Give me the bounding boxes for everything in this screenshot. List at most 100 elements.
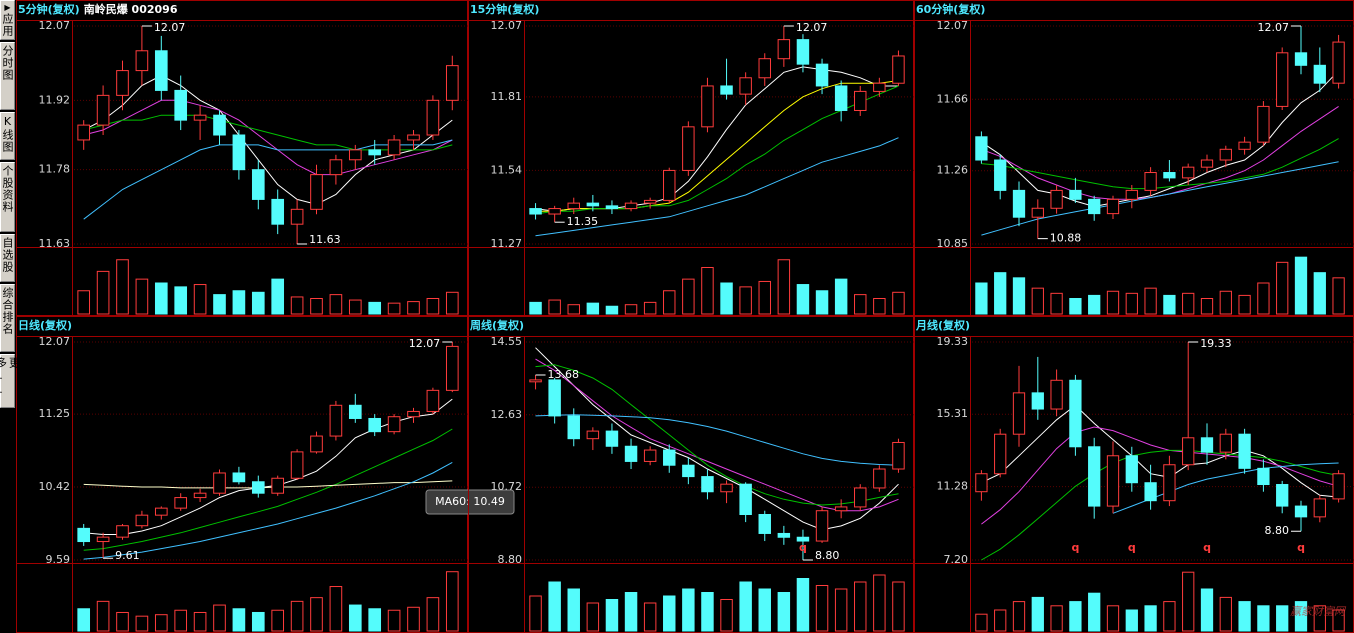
candle-body [77, 124, 91, 141]
candle-body [739, 77, 752, 95]
side-tab[interactable]: 个股资料 [0, 162, 15, 232]
volume-bar [1106, 605, 1120, 632]
volume-bar [1182, 571, 1195, 632]
side-tab[interactable]: 更多.. [0, 354, 21, 408]
volume-bar [739, 581, 752, 632]
ma-line [535, 364, 899, 506]
y-tick-label: 11.26 [937, 164, 969, 177]
panel-title: 60分钟(复权) [916, 2, 985, 16]
volume-bar [193, 611, 207, 632]
annotation-label: 11.35 [567, 215, 599, 228]
volume-bar [116, 259, 129, 315]
y-tick-label: 10.85 [937, 237, 969, 250]
candle-body [643, 449, 657, 462]
panel-title-text: 周线(复权) [470, 318, 524, 332]
candle-body [213, 114, 226, 136]
candle-body [1294, 52, 1308, 66]
volume-bar [445, 571, 459, 632]
ma-line [981, 426, 1339, 525]
volume-bar [1050, 605, 1063, 632]
volume-bar [796, 284, 810, 315]
volume-bar [1163, 601, 1176, 632]
candle-body [116, 525, 129, 538]
volume-bar [777, 259, 791, 315]
volume-bar [758, 280, 771, 315]
volume-bar [1069, 601, 1082, 632]
candle-body [1069, 379, 1082, 448]
candle-body [1050, 379, 1063, 410]
candle-body [329, 404, 343, 437]
volume-bar [251, 611, 265, 632]
candle-body [1163, 172, 1176, 179]
side-tab[interactable]: 综合排名 [0, 284, 15, 352]
candle-body [1313, 64, 1326, 84]
volume-bar [368, 608, 382, 632]
candle-body [624, 445, 638, 462]
volume-bar [154, 282, 168, 315]
candle-body [1313, 498, 1326, 518]
signal-label: q [1128, 541, 1136, 554]
ma-line [83, 428, 453, 551]
volume-bar [873, 298, 886, 315]
candle-body [1125, 189, 1138, 200]
volume-bar [682, 278, 695, 315]
volume-bar [135, 615, 149, 632]
annotation-label: 19.33 [1200, 337, 1232, 350]
side-tab[interactable]: K线图 [0, 112, 15, 160]
candle-body [873, 468, 886, 489]
volume-bar [174, 609, 188, 632]
volume-bar [348, 299, 362, 315]
volume-bar [643, 301, 657, 315]
volume-bar [1069, 298, 1082, 315]
ma-line [535, 85, 899, 215]
tab-label: K线图 [1, 115, 14, 153]
candle-body [529, 379, 542, 383]
candle-body [1088, 198, 1101, 215]
annotation-label: 9.61 [115, 549, 140, 562]
candle-body [1332, 473, 1345, 500]
ma-line [981, 161, 1339, 236]
tab-label: 个股资料 [1, 165, 14, 213]
volume-bar [329, 586, 343, 632]
candle-body [1031, 392, 1044, 410]
candle-body [1200, 159, 1214, 168]
volume-bar [1144, 287, 1157, 315]
tab-label: 应用 [1, 13, 14, 37]
candle-body [739, 483, 752, 516]
volume-bar [529, 595, 542, 632]
y-tick-label: 19.33 [937, 335, 969, 348]
volume-bar [407, 301, 420, 315]
volume-bar [892, 291, 905, 315]
volume-bar [1125, 609, 1138, 632]
side-tab[interactable]: 分时图 [0, 42, 15, 110]
volume-bar [682, 588, 695, 632]
volume-bar [426, 597, 440, 632]
panel-title: 周线(复权) [470, 318, 524, 332]
volume-bar [1219, 596, 1232, 632]
candle-body [815, 510, 829, 542]
candle-body [1182, 166, 1195, 179]
ma-line [981, 70, 1339, 208]
volume-bar [1031, 596, 1044, 632]
volume-bar [310, 298, 323, 315]
volume-bar [1012, 277, 1026, 315]
side-tab[interactable]: ▶ 应用 [0, 0, 15, 40]
volume-bar [193, 284, 207, 315]
candle-body [135, 50, 149, 72]
volume-bar [1088, 294, 1101, 315]
candle-body [445, 345, 459, 391]
candle-body [548, 379, 561, 417]
y-tick-label: 12.07 [39, 19, 71, 32]
volume-bar [834, 588, 848, 632]
tooltip-box [425, 489, 515, 515]
volume-bar [1332, 277, 1345, 315]
candle-body [1276, 484, 1289, 507]
side-tab[interactable]: 自选股 [0, 234, 15, 282]
y-tick-label: 11.81 [491, 90, 523, 103]
candle-body [271, 198, 285, 225]
volume-bar [663, 290, 676, 315]
candle-body [232, 472, 246, 483]
annotation-label: 12.07 [154, 21, 186, 34]
y-tick-label: 12.07 [39, 335, 71, 348]
